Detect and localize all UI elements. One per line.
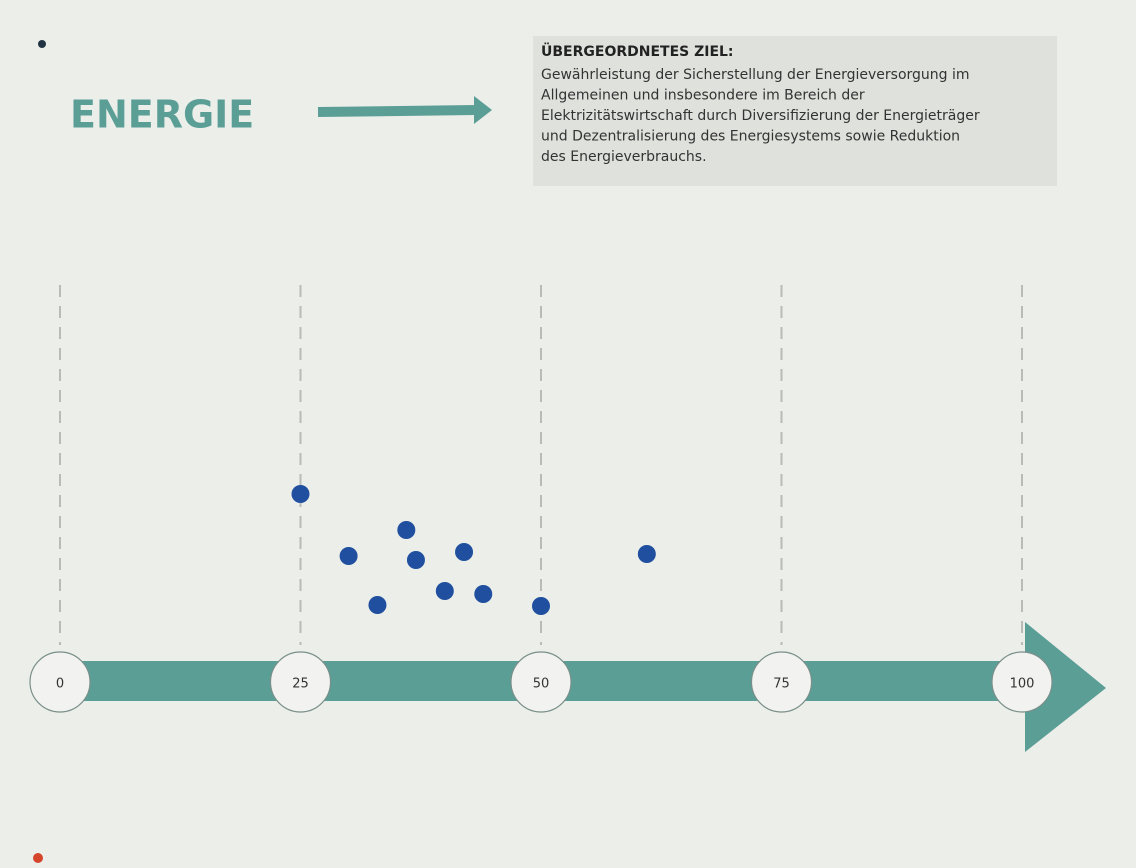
goal-line: und Dezentralisierung des Energiesystems… [541, 129, 960, 145]
tick-circle [510, 651, 572, 713]
dot [637, 545, 656, 563]
dot [406, 551, 425, 569]
goal-line: des Energieverbrauchs. [541, 149, 707, 165]
x-tick-label: 75 [773, 677, 790, 692]
chart-title: ENERGIE [70, 93, 254, 137]
x-tick-label: 0 [56, 677, 64, 692]
tick-circle [750, 651, 813, 713]
dot [474, 585, 493, 603]
goal-line: Elektrizitätswirtschaft durch Diversifiz… [541, 108, 980, 124]
dot [291, 485, 310, 503]
x-tick-label: 25 [292, 677, 309, 692]
pin [38, 40, 46, 48]
x-tick-label: 50 [533, 677, 550, 692]
title-arrow-shaft [317, 105, 477, 117]
x-tick-label: 100 [1010, 677, 1035, 692]
tick-circle [991, 651, 1053, 713]
pin [33, 853, 43, 863]
goal-heading: ÜBERGEORDNETES ZIEL: [541, 42, 734, 60]
dot [435, 582, 454, 600]
dot [339, 547, 358, 565]
goal-line: Allgemeinen und insbesondere im Bereich … [541, 88, 865, 104]
axis-arrow-head [1025, 622, 1106, 752]
dot [455, 543, 474, 561]
dot [368, 596, 387, 614]
dot [397, 521, 416, 539]
dot [532, 597, 550, 615]
goal-text: Gewährleistung der Sicherstellung der En… [541, 67, 980, 165]
goal-box [533, 36, 1057, 186]
goal-line: Gewährleistung der Sicherstellung der En… [541, 67, 970, 83]
tick-circle [269, 651, 332, 713]
tick-circle [29, 651, 91, 713]
title-arrow-head [474, 96, 492, 124]
